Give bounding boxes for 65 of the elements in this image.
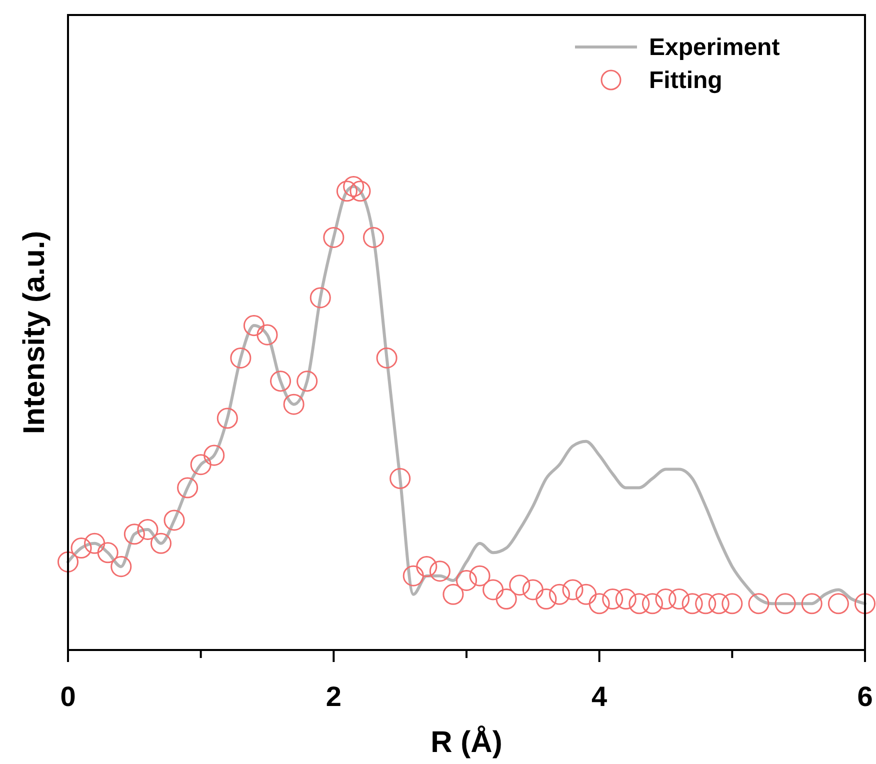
point <box>469 565 490 586</box>
point <box>164 510 185 531</box>
point <box>774 593 796 614</box>
point <box>350 180 371 202</box>
point <box>283 394 304 415</box>
x-tick-label: 4 <box>592 680 608 712</box>
point <box>588 593 610 614</box>
point <box>57 551 79 572</box>
legend-label: Experiment <box>649 34 780 61</box>
point <box>296 370 318 392</box>
point <box>668 588 690 610</box>
x-tick-label: 2 <box>326 680 342 712</box>
point <box>310 287 331 308</box>
point <box>124 524 145 545</box>
point <box>801 593 822 614</box>
point <box>402 565 424 586</box>
point <box>682 593 703 614</box>
point <box>256 324 278 346</box>
point <box>655 588 676 610</box>
point <box>456 570 478 591</box>
point <box>695 593 716 614</box>
point <box>243 315 264 336</box>
x-axis-title: R (Å) <box>430 725 502 759</box>
point <box>576 584 597 605</box>
point <box>230 347 252 368</box>
point <box>84 532 106 554</box>
x-tick-label: 0 <box>60 680 76 712</box>
point <box>362 226 384 248</box>
point <box>748 593 770 614</box>
point <box>70 538 92 559</box>
point <box>323 226 344 248</box>
point <box>562 579 584 600</box>
point <box>722 593 743 614</box>
legend-label: Fitting <box>649 67 722 94</box>
point <box>442 584 464 605</box>
point <box>509 574 530 596</box>
point <box>150 532 172 554</box>
point <box>390 468 411 490</box>
point <box>602 588 624 610</box>
point <box>336 180 358 202</box>
point <box>110 556 132 578</box>
y-axis-title: Intensity (a.u.) <box>18 230 51 434</box>
point <box>642 593 663 614</box>
point <box>416 556 438 578</box>
point <box>177 477 198 498</box>
point <box>548 584 570 605</box>
x-tick-label: 6 <box>857 680 873 712</box>
point <box>628 593 650 614</box>
point <box>270 370 292 392</box>
point <box>343 176 364 197</box>
point <box>615 588 636 610</box>
point <box>376 347 398 368</box>
point <box>496 588 517 610</box>
point <box>216 408 238 429</box>
point <box>828 593 849 614</box>
point <box>708 593 730 614</box>
point <box>204 444 225 466</box>
point <box>97 542 118 564</box>
point <box>190 454 212 476</box>
point <box>522 579 544 600</box>
point <box>429 560 450 582</box>
point <box>482 579 504 600</box>
point <box>137 518 158 540</box>
point <box>854 593 876 614</box>
point <box>536 588 557 610</box>
